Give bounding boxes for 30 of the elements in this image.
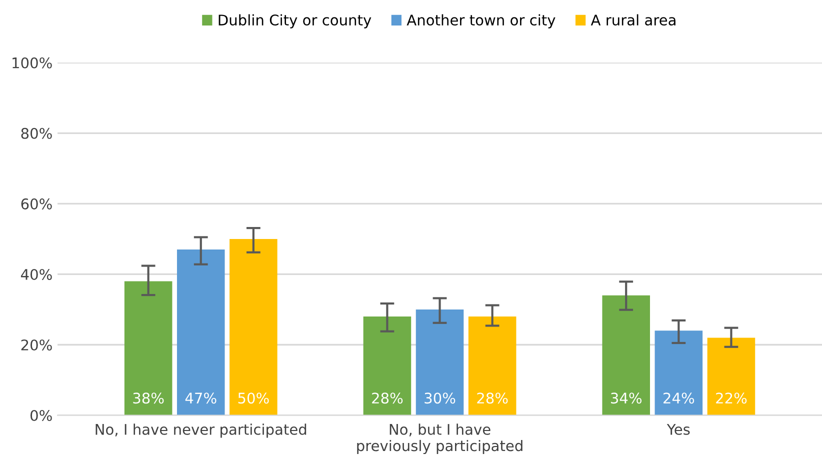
- data-label: 28%: [372, 392, 403, 404]
- bar: [416, 309, 464, 416]
- data-label: 34%: [611, 392, 642, 404]
- bar: [654, 330, 703, 416]
- bar: [363, 316, 412, 416]
- y-tick-label: 60%: [21, 198, 52, 210]
- bar: [176, 250, 225, 416]
- y-tick-label: 20%: [21, 339, 52, 350]
- y-tick-label: 40%: [20, 268, 52, 280]
- bar: [602, 295, 650, 416]
- legend-label: Dublin City or county: [218, 14, 372, 28]
- x-tick-label: No, I have never participated: [96, 424, 306, 438]
- data-label: 38%: [133, 392, 164, 404]
- bar: [230, 238, 278, 416]
- bar: [468, 316, 516, 416]
- legend-label: Another town or city: [406, 14, 556, 28]
- y-tick-label: 80%: [21, 128, 52, 139]
- legend-label: A rural area: [590, 14, 676, 26]
- bar: [707, 338, 756, 416]
- data-label: 50%: [238, 392, 269, 404]
- x-tick-label: No, but I have previously participated: [357, 424, 522, 454]
- y-tick-label: 0%: [30, 410, 52, 422]
- data-label: 24%: [664, 392, 694, 404]
- data-label: 30%: [424, 392, 456, 404]
- data-label: 47%: [185, 392, 216, 404]
- y-tick-label: 100%: [12, 57, 52, 68]
- data-label: 28%: [477, 392, 508, 404]
- x-tick-label: Yes: [666, 424, 690, 435]
- data-label: 22%: [716, 392, 747, 404]
- bar: [124, 281, 172, 416]
